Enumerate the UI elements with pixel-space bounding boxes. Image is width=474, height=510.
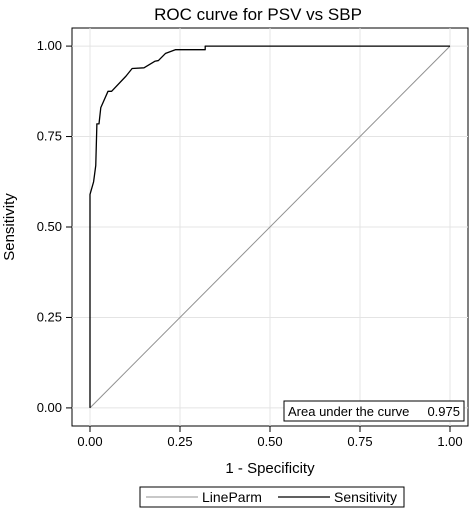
auc-label: Area under the curve <box>288 404 409 419</box>
series-line-sensitivity <box>89 45 450 408</box>
auc-annotation: Area under the curve 0.975 <box>283 400 465 422</box>
y-tick-label: 0.00 <box>37 400 62 415</box>
legend-label-lineparm: LineParm <box>202 489 262 505</box>
y-tick-label: 0.25 <box>37 309 62 324</box>
y-tick-label: 0.75 <box>37 129 62 144</box>
x-tick-label: 0.75 <box>347 434 372 449</box>
chart-title: ROC curve for PSV vs SBP <box>154 5 362 24</box>
axes: 0.00 0.25 0.50 0.75 1.00 0.00 0.25 0.50 0.75 1.00 <box>37 38 463 449</box>
x-tick-label: 0.00 <box>77 434 102 449</box>
x-tick-label: 0.25 <box>167 434 192 449</box>
x-tick-label: 0.50 <box>257 434 282 449</box>
y-axis-label: Sensitivity <box>1 193 18 261</box>
x-tick-label: 1.00 <box>437 434 462 449</box>
legend-label-sensitivity: Sensitivity <box>334 489 397 505</box>
legend: LineParm Sensitivity <box>139 486 405 508</box>
auc-value: 0.975 <box>427 404 460 419</box>
x-axis-label: 1 - Specificity <box>225 460 315 477</box>
legend-box <box>139 486 405 508</box>
series-lines <box>89 45 451 409</box>
auc-box <box>283 400 465 422</box>
y-tick-label: 0.50 <box>37 219 62 234</box>
y-tick-label: 1.00 <box>37 38 62 53</box>
series-line-lineparm <box>89 45 451 409</box>
